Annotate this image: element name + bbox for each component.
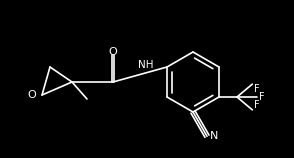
Text: F: F	[254, 84, 260, 94]
Text: F: F	[254, 100, 260, 110]
Text: O: O	[108, 47, 117, 57]
Text: N: N	[210, 131, 218, 141]
Text: NH: NH	[138, 60, 153, 70]
Text: O: O	[27, 90, 36, 100]
Text: F: F	[259, 92, 265, 102]
